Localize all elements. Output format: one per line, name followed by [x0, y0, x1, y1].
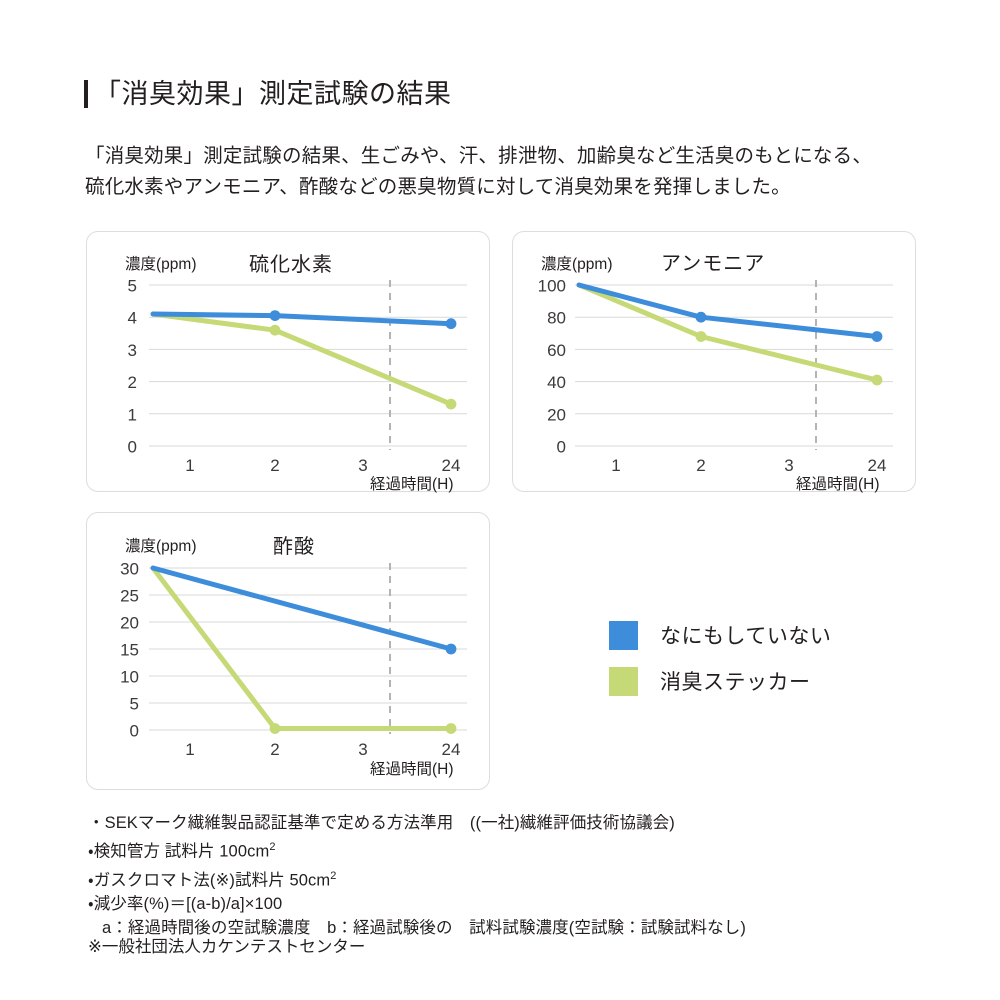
chart-xaxis-label-h2s: 経過時間(H) [370, 476, 454, 493]
yaxis-ticks-h2s: 5 4 3 2 1 0 [128, 277, 137, 457]
data-point-untreated-nh3-24 [871, 331, 883, 342]
chart-plot-h2s: 5 4 3 2 1 0 1 2 3 24 [87, 232, 491, 493]
gridlines-nh3 [575, 284, 893, 447]
svg-text:2: 2 [128, 373, 137, 392]
intro-line-1: 「消臭効果」測定試験の結果、生ごみや、汗、排泄物、加齢臭など生活臭のもとになる、 [85, 145, 873, 167]
data-point-sticker-acoh-24 [445, 723, 457, 734]
footnote-source: ※一般社団法人カケンテストセンター [88, 938, 366, 956]
chart-plot-nh3: 100 80 60 40 20 0 1 2 3 24 [513, 232, 917, 493]
svg-text:0: 0 [557, 438, 566, 457]
svg-text:40: 40 [547, 373, 566, 392]
footnote-line-2-text: ・検知管方 試料片 100cm [88, 842, 270, 861]
legend-item-sticker: 消臭ステッカー [609, 658, 831, 704]
data-point-sticker-acoh-2 [269, 723, 281, 734]
footnote-line-3-text: ・ガスクロマト法(※)試料片 50cm [88, 871, 331, 889]
svg-text:2: 2 [270, 740, 279, 759]
svg-text:20: 20 [547, 405, 566, 424]
xaxis-ticks-nh3: 1 2 3 24 [611, 456, 886, 475]
data-point-untreated-acoh-24 [445, 643, 457, 655]
xaxis-ticks-acoh: 1 2 3 24 [185, 740, 460, 759]
series-line-untreated-nh3 [576, 282, 880, 339]
chart-unit-label-nh3: 濃度(ppm) [541, 256, 613, 273]
chart-unit-label-acoh: 濃度(ppm) [125, 538, 197, 555]
svg-text:1: 1 [185, 740, 194, 759]
footnote-line-4: ・減少率(%)＝[(a-b)/a]×100 [88, 895, 283, 913]
chart-title-acoh: 酢酸 [273, 536, 315, 558]
svg-text:2: 2 [696, 456, 705, 475]
gridlines-acoh [149, 567, 467, 731]
series-line-sticker-h2s [150, 311, 454, 407]
footnotes-block: ・SEKマーク繊維製品認証基準で定める方法準用 ((一社)繊維評価技術協議会) … [88, 811, 968, 940]
svg-text:100: 100 [538, 277, 566, 296]
xaxis-ticks-h2s: 1 2 3 24 [185, 456, 460, 475]
yaxis-ticks-nh3: 100 80 60 40 20 0 [538, 277, 566, 457]
svg-text:24: 24 [442, 740, 461, 759]
svg-text:1: 1 [185, 456, 194, 475]
chart-title-nh3: アンモニア [661, 253, 766, 275]
chart-unit-label-h2s: 濃度(ppm) [125, 256, 197, 273]
data-point-sticker-h2s-2 [269, 324, 281, 336]
series-line-untreated-acoh [150, 565, 454, 652]
svg-text:3: 3 [358, 456, 367, 475]
data-point-untreated-h2s-24 [445, 318, 457, 330]
data-point-sticker-nh3-2 [695, 331, 707, 342]
legend-swatch-green [609, 666, 638, 696]
svg-text:0: 0 [128, 438, 137, 457]
svg-text:5: 5 [128, 277, 137, 296]
svg-text:20: 20 [120, 614, 139, 633]
footnote-line-1: ・SEKマーク繊維製品認証基準で定める方法準用 ((一社)繊維評価技術協議会) [88, 814, 675, 832]
svg-text:15: 15 [120, 641, 139, 660]
chart-title-h2s: 硫化水素 [249, 254, 333, 276]
intro-paragraph: 「消臭効果」測定試験の結果、生ごみや、汗、排泄物、加齢臭など生活臭のもとになる、… [85, 141, 945, 203]
yaxis-ticks-acoh: 30 25 20 15 10 5 0 [120, 560, 139, 741]
svg-text:1: 1 [611, 456, 620, 475]
chart-xaxis-label-nh3: 経過時間(H) [796, 476, 880, 493]
svg-text:3: 3 [358, 740, 367, 759]
svg-text:25: 25 [120, 587, 139, 606]
svg-text:30: 30 [120, 560, 139, 579]
footnote-line-3: ・ガスクロマト法(※)試料片 50cm2 [88, 864, 968, 893]
footnote-line-2: ・検知管方 試料片 100cm2 [88, 835, 968, 864]
legend-label-untreated: なにもしていない [660, 625, 832, 648]
legend-item-untreated: なにもしていない [609, 612, 831, 658]
chart-card-acetic-acid: 濃度(ppm) 酢酸 30 25 2 [86, 512, 490, 790]
svg-text:4: 4 [128, 309, 137, 328]
svg-text:1: 1 [128, 405, 137, 424]
page-title: 「消臭効果」測定試験の結果 [94, 78, 452, 109]
data-point-sticker-h2s-24 [445, 398, 457, 410]
data-point-sticker-nh3-24 [871, 374, 883, 386]
svg-text:60: 60 [547, 341, 566, 360]
chart-plot-acoh: 30 25 20 15 10 5 0 1 2 3 24 [87, 513, 491, 791]
data-point-untreated-nh3-2 [695, 311, 707, 323]
footnote-line-2-superscript: 2 [269, 841, 276, 853]
svg-text:10: 10 [120, 668, 139, 687]
svg-text:80: 80 [547, 309, 566, 328]
legend-label-sticker: 消臭ステッカー [660, 671, 811, 694]
svg-text:24: 24 [868, 456, 887, 475]
footnote-line-3-superscript: 2 [330, 869, 337, 882]
svg-text:2: 2 [270, 456, 279, 475]
svg-text:3: 3 [128, 341, 137, 360]
page-title-row: 「消臭効果」測定試験の結果 [84, 74, 452, 114]
chart-card-ammonia: 濃度(ppm) アンモニア 100 80 60 [512, 231, 917, 493]
svg-text:24: 24 [442, 456, 461, 475]
chart-card-hydrogen-sulfide: 濃度(ppm) 硫化水素 5 [86, 231, 491, 493]
svg-text:5: 5 [130, 695, 139, 714]
svg-text:3: 3 [784, 456, 793, 475]
data-point-untreated-h2s-2 [269, 310, 281, 321]
title-accent-bar [84, 80, 88, 108]
footnote-line-5: a：経過時間後の空試験濃度 b：経過試験後の 試料試験濃度(空試験：試験試料なし… [102, 919, 746, 937]
intro-line-2: 硫化水素やアンモニア、酢酸などの悪臭物質に対して消臭効果を発揮しました。 [85, 176, 791, 198]
chart-xaxis-label-acoh: 経過時間(H) [370, 761, 454, 778]
svg-text:0: 0 [130, 722, 139, 741]
chart-legend: なにもしていない 消臭ステッカー [609, 612, 831, 704]
gridlines-h2s [149, 284, 467, 447]
legend-swatch-blue [609, 620, 638, 650]
series-line-sticker-acoh [150, 565, 454, 731]
